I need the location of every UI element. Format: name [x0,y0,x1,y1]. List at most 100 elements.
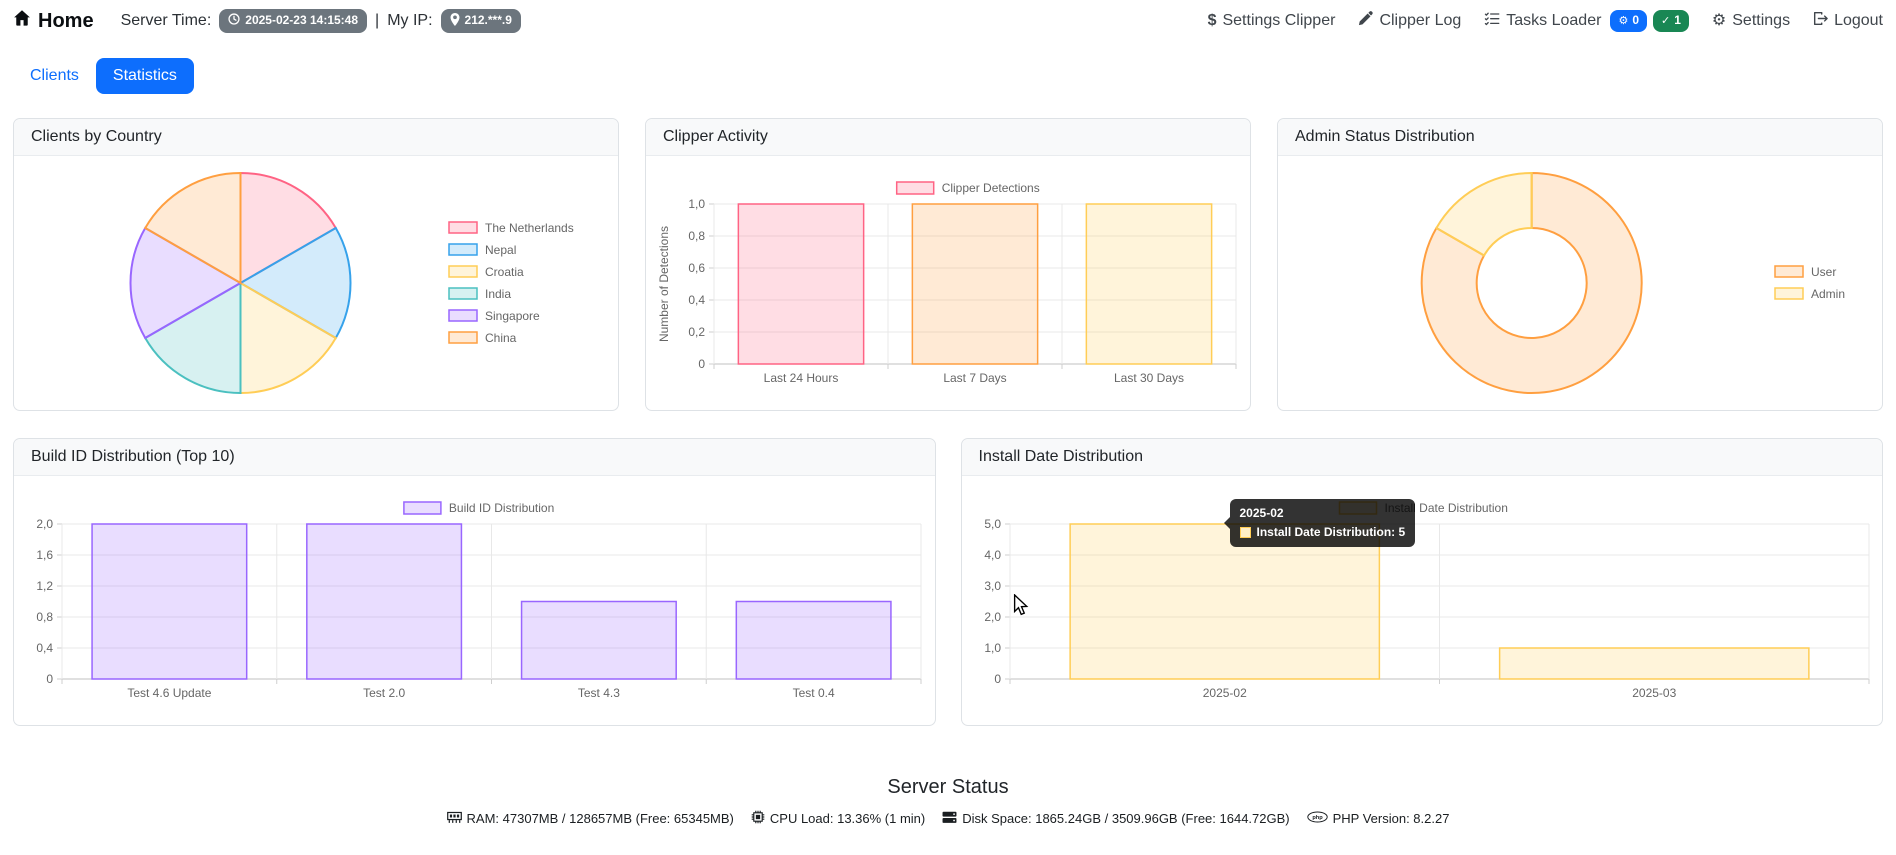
svg-text:Last 7 Days: Last 7 Days [943,371,1006,385]
svg-text:php: php [1312,815,1323,821]
tooltip-value: Install Date Distribution: 5 [1257,525,1406,539]
card-title: Install Date Distribution [962,439,1883,476]
charts-row-1: Clients by Country The Netherlands Nepal C… [13,118,1883,411]
svg-text:2025-03: 2025-03 [1632,686,1676,700]
php-icon: php [1307,811,1328,826]
svg-text:Test 2.0: Test 2.0 [363,686,405,700]
server-status-title: Server Status [0,776,1896,799]
svg-text:0: 0 [994,672,1001,686]
tasks-badges: ⚙ 0 ✓ 1 [1610,10,1688,31]
disk-status: Disk Space: 1865.24GB / 3509.96GB (Free:… [942,811,1289,827]
logout-icon [1813,11,1828,31]
navbar: Home Server Time: 2025-02-23 14:15:48 | … [0,0,1896,42]
svg-text:3,0: 3,0 [984,579,1001,593]
php-status: php PHP Version: 8.2.27 [1307,811,1450,826]
view-tabs: Clients Statistics [13,58,1883,94]
svg-text:0,8: 0,8 [36,610,53,624]
svg-text:Test 4.3: Test 4.3 [578,686,620,700]
clipper-activity-card: Clipper Activity Clipper Detections 1,0 0,… [645,118,1251,411]
svg-text:User: User [1811,265,1836,279]
build-id-card: Build ID Distribution (Top 10) Build ID … [13,438,936,726]
svg-text:Clipper Detections: Clipper Detections [942,181,1040,195]
chart-tooltip: 2025-02 Install Date Distribution: 5 [1230,499,1416,547]
list-check-icon [1484,11,1500,31]
svg-text:Nepal: Nepal [485,243,516,257]
install-date-bar-chart[interactable]: Install Date Distribution5,04,03,02,01,0… [962,476,1883,725]
nav-logout[interactable]: Logout [1813,11,1883,31]
nav-settings[interactable]: ⚙ Settings [1712,12,1790,30]
svg-text:0,2: 0,2 [688,325,705,339]
card-title: Build ID Distribution (Top 10) [14,439,935,476]
svg-text:0,4: 0,4 [688,293,705,307]
svg-text:Last 24 Hours: Last 24 Hours [764,371,839,385]
brand-label: Home [38,10,94,33]
clock-icon [228,13,240,28]
card-title: Admin Status Distribution [1278,119,1882,156]
svg-text:1,2: 1,2 [36,579,53,593]
svg-text:2025-02: 2025-02 [1202,686,1246,700]
admin-status-doughnut-chart[interactable]: User Admin [1278,156,1882,410]
clients-by-country-pie-chart[interactable]: The Netherlands Nepal Croatia India Singapor… [14,156,618,410]
tasks-done-badge: ✓ 1 [1653,10,1689,31]
gear-icon: ⚙ [1712,13,1726,29]
svg-text:2,0: 2,0 [36,517,53,531]
svg-text:Last 30 Days: Last 30 Days [1114,371,1184,385]
svg-text:5,0: 5,0 [984,517,1001,531]
admin-status-card: Admin Status Distribution User Admin [1277,118,1883,411]
mouse-cursor [1013,594,1030,621]
build-id-bar-chart[interactable]: Build ID Distribution 2,0 1,6 1,2 0,8 0,4 0 Tes… [14,476,935,725]
svg-text:4,0: 4,0 [984,548,1001,562]
svg-text:0: 0 [46,672,53,686]
svg-text:Build ID Distribution: Build ID Distribution [449,501,554,515]
geo-pin-icon [450,13,460,29]
svg-text:2,0: 2,0 [984,610,1001,624]
svg-text:0: 0 [698,357,705,371]
my-ip-label: My IP: [387,12,432,30]
ram-status: RAM: 47307MB / 128657MB (Free: 65345MB) [447,811,734,827]
navbar-menu: $ Settings Clipper Clipper Log Tasks Loa… [1208,10,1883,31]
check-icon: ✓ [1661,15,1670,27]
dollar-icon: $ [1208,12,1217,30]
install-date-card: Install Date Distribution Install Date D… [961,438,1884,726]
hdd-icon [942,811,957,827]
nav-clipper-log[interactable]: Clipper Log [1358,11,1461,31]
card-title: Clipper Activity [646,119,1250,156]
house-icon [13,9,31,33]
server-info: Server Time: 2025-02-23 14:15:48 | My IP… [121,9,521,33]
svg-text:0,4: 0,4 [36,641,53,655]
svg-text:1,0: 1,0 [984,641,1001,655]
memory-icon [447,811,462,827]
server-time-label: Server Time: [121,12,212,30]
clipper-activity-bar-chart[interactable]: Clipper Detections 1,0 0,8 0,6 0,4 0,2 0 Last 2… [646,156,1250,410]
svg-text:Number of Detections: Number of Detections [657,226,671,342]
card-title: Clients by Country [14,119,618,156]
svg-text:0,6: 0,6 [688,261,705,275]
svg-text:Test 4.6 Update: Test 4.6 Update [127,686,211,700]
svg-text:Admin: Admin [1811,287,1845,301]
tab-clients[interactable]: Clients [13,58,96,94]
svg-text:Croatia: Croatia [485,265,524,279]
svg-text:Singapore: Singapore [485,309,540,323]
clients-by-country-card: Clients by Country The Netherlands Nepal C… [13,118,619,411]
charts-row-2: Build ID Distribution (Top 10) Build ID … [13,438,1883,726]
tooltip-key-swatch [1240,527,1251,538]
svg-text:India: India [485,287,511,301]
svg-text:The Netherlands: The Netherlands [485,221,574,235]
tooltip-caret [1224,517,1230,529]
pencil-icon [1358,11,1373,31]
nav-tasks-loader[interactable]: Tasks Loader ⚙ 0 ✓ 1 [1484,10,1689,31]
tasks-pending-badge: ⚙ 0 [1610,10,1647,31]
svg-text:1,6: 1,6 [36,548,53,562]
tooltip-title: 2025-02 [1240,506,1406,520]
nav-settings-clipper[interactable]: $ Settings Clipper [1208,12,1336,30]
home-brand-link[interactable]: Home [13,9,94,33]
divider: | [375,12,379,30]
server-status-line: RAM: 47307MB / 128657MB (Free: 65345MB) … [0,810,1896,827]
svg-text:1,0: 1,0 [688,197,705,211]
tab-statistics[interactable]: Statistics [96,58,194,94]
server-status-section: Server Status RAM: 47307MB / 128657MB (F… [0,776,1896,827]
my-ip-badge: 212.***.9 [441,9,521,33]
server-time-badge: 2025-02-23 14:15:48 [219,9,367,32]
svg-text:0,8: 0,8 [688,229,705,243]
cpu-status: CPU Load: 13.36% (1 min) [751,810,925,827]
